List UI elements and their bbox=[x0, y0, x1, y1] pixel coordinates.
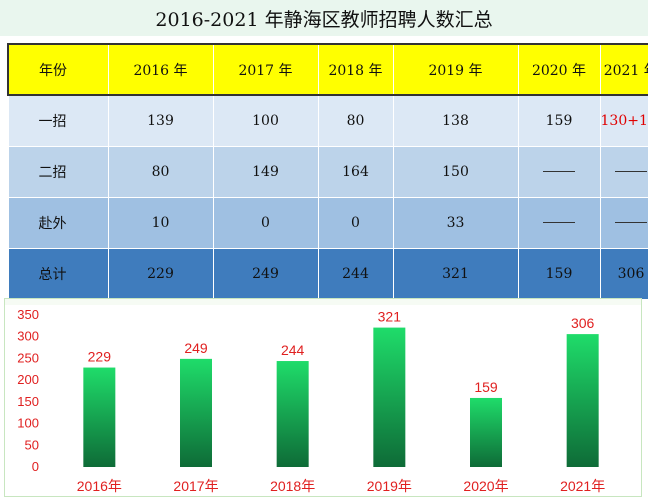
table-cell: 138 bbox=[392, 94, 519, 147]
y-tick-label: 100 bbox=[17, 416, 39, 431]
table-total-row: 总计 229 249 244 321 159 306 bbox=[7, 247, 648, 300]
header-cell: 2019 年 bbox=[392, 43, 519, 96]
table-cell: 10 bbox=[107, 196, 214, 249]
table-cell: 139 bbox=[107, 94, 214, 147]
y-tick-label: 0 bbox=[32, 459, 39, 474]
table-cell: 0 bbox=[317, 196, 394, 249]
bar bbox=[83, 367, 116, 467]
table-row: 二招 80 149 164 150 bbox=[7, 145, 648, 198]
empty-cell bbox=[517, 196, 601, 249]
table-cell: 80 bbox=[107, 145, 214, 198]
bar bbox=[180, 358, 212, 467]
dash-mark bbox=[615, 222, 647, 223]
table-row: 赴外 10 0 0 33 bbox=[7, 196, 648, 249]
y-tick-label: 200 bbox=[17, 372, 39, 387]
y-tick-label: 250 bbox=[17, 350, 39, 365]
header-cell: 2021 年 bbox=[599, 43, 648, 96]
table-cell: 80 bbox=[317, 94, 394, 147]
y-axis: 0 50 100 150 200 250 300 350 bbox=[17, 307, 39, 474]
empty-cell bbox=[517, 145, 601, 198]
table-cell: 0 bbox=[212, 196, 319, 249]
table-cell: 100 bbox=[212, 94, 319, 147]
header-cell: 2017 年 bbox=[212, 43, 319, 96]
x-tick-label: 2017年 bbox=[173, 478, 218, 494]
table-header-row: 年份 2016 年 2017 年 2018 年 2019 年 2020 年 20… bbox=[7, 43, 648, 96]
x-tick-label: 2020年 bbox=[463, 478, 508, 494]
x-axis: 2016年 2017年 2018年 2019年 2020年 2021年 bbox=[77, 478, 605, 494]
table-cell: 321 bbox=[392, 247, 519, 300]
bar-value-label: 321 bbox=[378, 309, 402, 325]
data-labels: 229 249 244 321 159 306 bbox=[88, 309, 595, 395]
row-label: 一招 bbox=[7, 94, 109, 147]
y-tick-label: 300 bbox=[17, 329, 39, 344]
x-tick-label: 2021年 bbox=[560, 478, 605, 494]
bar-series bbox=[83, 327, 599, 467]
table-cell: 130+176 bbox=[599, 94, 648, 147]
table-cell: 150 bbox=[392, 145, 519, 198]
y-tick-label: 50 bbox=[25, 437, 39, 452]
y-tick-label: 350 bbox=[17, 307, 39, 322]
dash-mark bbox=[615, 171, 647, 172]
table-cell: 33 bbox=[392, 196, 519, 249]
table-cell: 249 bbox=[212, 247, 319, 300]
bar bbox=[373, 327, 406, 467]
empty-cell bbox=[599, 145, 648, 198]
x-tick-label: 2019年 bbox=[367, 478, 412, 494]
y-tick-label: 150 bbox=[17, 394, 39, 409]
row-label: 总计 bbox=[7, 247, 109, 300]
bar-value-label: 306 bbox=[571, 315, 595, 331]
header-cell: 2016 年 bbox=[107, 43, 214, 96]
summary-table: 年份 2016 年 2017 年 2018 年 2019 年 2020 年 20… bbox=[7, 43, 648, 300]
dash-mark bbox=[543, 222, 575, 223]
chart-panel: 0 50 100 150 200 250 300 350 2016年 2017年 2018年 201… bbox=[4, 298, 642, 497]
bar bbox=[276, 361, 309, 467]
row-label: 赴外 bbox=[7, 196, 109, 249]
table-cell: 149 bbox=[212, 145, 319, 198]
dash-mark bbox=[543, 171, 575, 172]
table-cell: 164 bbox=[317, 145, 394, 198]
table-cell: 229 bbox=[107, 247, 214, 300]
bar-value-label: 229 bbox=[88, 349, 112, 365]
x-tick-label: 2018年 bbox=[270, 478, 315, 494]
header-cell-year: 年份 bbox=[7, 43, 109, 96]
table-row: 一招 139 100 80 138 159 130+176 bbox=[7, 94, 648, 147]
table-cell: 244 bbox=[317, 247, 394, 300]
bar bbox=[566, 334, 599, 467]
bar-value-label: 159 bbox=[474, 379, 498, 395]
header-cell: 2018 年 bbox=[317, 43, 394, 96]
bar-value-label: 249 bbox=[184, 340, 208, 356]
x-tick-label: 2016年 bbox=[77, 478, 122, 494]
empty-cell bbox=[599, 196, 648, 249]
table-cell: 159 bbox=[517, 247, 601, 300]
page-title: 2016-2021 年静海区教师招聘人数汇总 bbox=[0, 0, 648, 36]
table-cell: 306 bbox=[599, 247, 648, 300]
bar-value-label: 244 bbox=[281, 342, 305, 358]
chart-top-stripe bbox=[5, 299, 641, 305]
table-cell: 159 bbox=[517, 94, 601, 147]
bar bbox=[470, 397, 502, 467]
row-label: 二招 bbox=[7, 145, 109, 198]
header-cell: 2020 年 bbox=[517, 43, 601, 96]
